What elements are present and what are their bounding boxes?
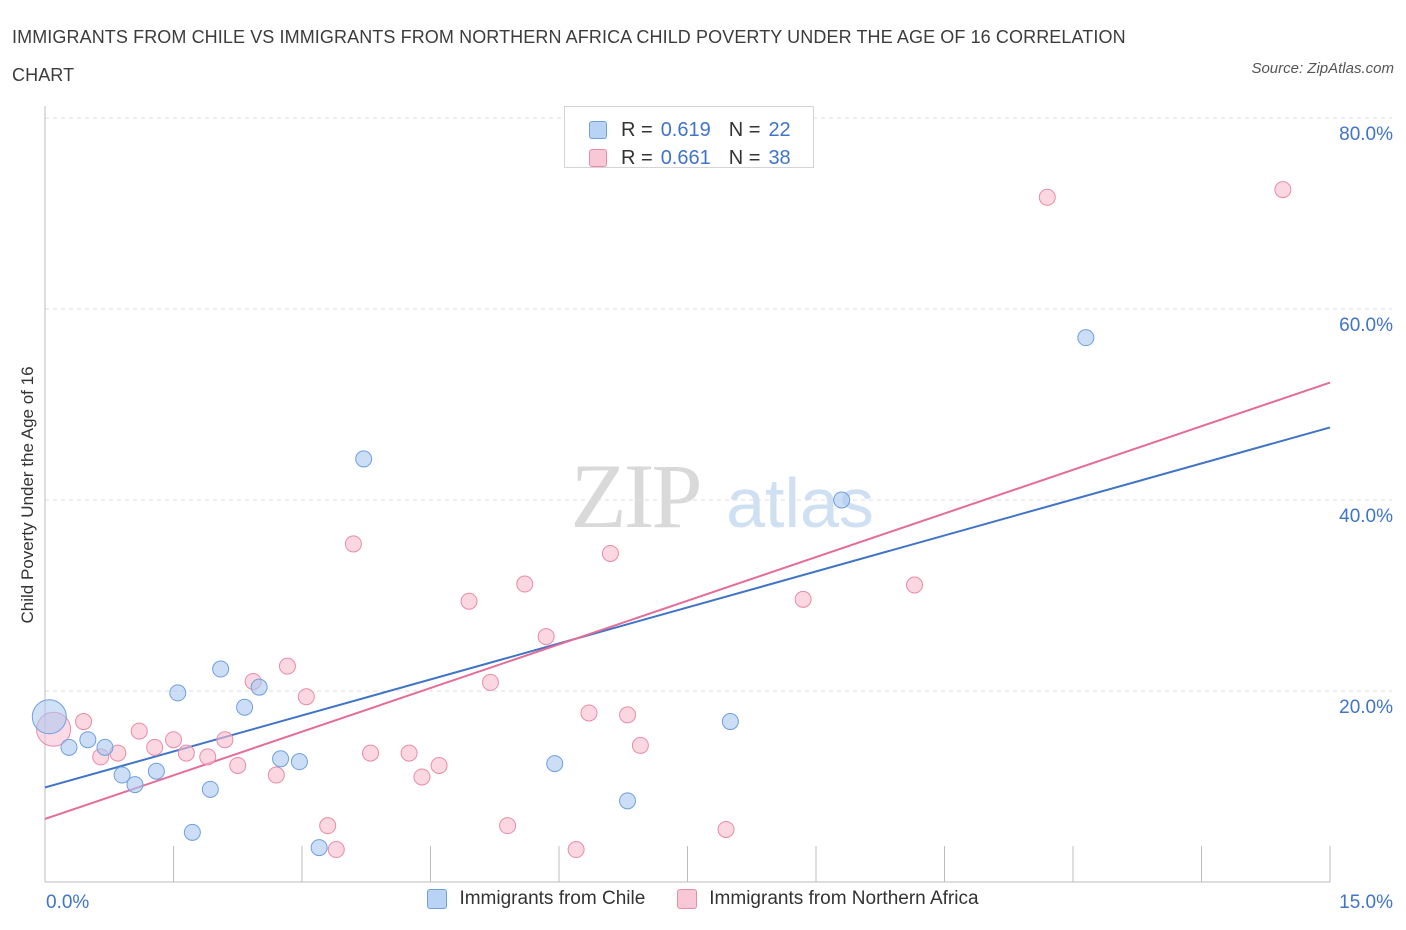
point-northern-africa — [631, 736, 649, 754]
axes — [44, 106, 1331, 883]
series-swatch-northern-africa — [677, 889, 698, 909]
point-chile — [147, 762, 165, 780]
point-northern-africa — [278, 657, 296, 675]
tick-labels: 20.0% 40.0% 60.0% 80.0% 0.0% 15.0% — [46, 124, 1393, 913]
point-chile — [96, 738, 114, 756]
grid — [45, 117, 1392, 692]
series-legend-chile[interactable]: Immigrants from Chile — [427, 888, 645, 910]
trend-lines — [44, 381, 1331, 820]
point-chile — [310, 839, 328, 857]
point-northern-africa — [400, 744, 418, 762]
point-northern-africa — [499, 817, 517, 835]
legend-n-value: 22 — [768, 118, 791, 141]
point-northern-africa — [481, 673, 499, 691]
point-northern-africa — [229, 756, 247, 774]
point-chile — [212, 660, 230, 678]
point-northern-africa — [601, 544, 619, 562]
legend-n-label: N = — [728, 146, 761, 169]
point-northern-africa — [567, 841, 585, 859]
point-northern-africa — [319, 817, 337, 835]
watermark-zip: ZIP — [571, 445, 700, 547]
point-northern-africa — [580, 704, 598, 722]
point-northern-africa — [362, 744, 380, 762]
point-chile — [113, 766, 131, 784]
point-northern-africa — [1274, 181, 1292, 199]
legend-r-value: 0.661 — [660, 146, 711, 169]
point-northern-africa — [516, 575, 534, 593]
trend-line-northern-africa — [44, 381, 1331, 820]
point-northern-africa — [216, 731, 234, 749]
point-northern-africa — [537, 628, 555, 646]
legend-r-label: R = — [621, 146, 653, 169]
point-chile — [236, 698, 254, 716]
point-chile — [290, 753, 308, 771]
legend-swatch-chile — [589, 121, 607, 139]
point-chile — [355, 450, 373, 468]
point-northern-africa — [344, 535, 362, 553]
chart-title: IMMIGRANTS FROM CHILE VS IMMIGRANTS FROM… — [12, 27, 1126, 85]
point-northern-africa — [75, 713, 93, 731]
x-tick-label: 15.0% — [1339, 892, 1393, 913]
series-legend: Immigrants from Chile Immigrants from No… — [0, 888, 1406, 910]
point-northern-africa — [177, 744, 195, 762]
point-chile — [79, 731, 97, 749]
point-northern-africa — [430, 756, 448, 774]
correlation-legend: R = 0.619 N = 22 R = 0.661 N = 38 — [564, 106, 814, 169]
point-northern-africa — [165, 731, 182, 749]
point-northern-africa — [906, 576, 924, 594]
point-chile — [833, 491, 851, 509]
point-chile — [201, 780, 219, 798]
point-northern-africa — [267, 766, 285, 784]
point-northern-africa — [130, 722, 148, 740]
point-chile — [1077, 329, 1095, 347]
point-chile — [250, 678, 268, 696]
watermark: ZIP atlas — [571, 445, 874, 547]
data-points — [31, 181, 1292, 859]
point-chile — [60, 738, 78, 756]
point-northern-africa — [413, 768, 431, 786]
point-chile — [619, 792, 637, 810]
point-chile — [31, 699, 67, 735]
watermark-atlas: atlas — [726, 464, 874, 542]
point-northern-africa — [297, 688, 315, 706]
point-northern-africa — [1038, 188, 1056, 206]
point-chile — [183, 823, 201, 841]
legend-n-label: N = — [728, 118, 761, 141]
point-chile — [169, 684, 187, 702]
legend-row-chile: R = 0.619 N = 22 — [589, 116, 791, 144]
series-label-northern-africa: Immigrants from Northern Africa — [709, 888, 979, 909]
source-label: Source: ZipAtlas.com — [1251, 60, 1394, 77]
legend-row-northern-africa: R = 0.661 N = 38 — [589, 144, 791, 172]
y-axis-label: Child Poverty Under the Age of 16 — [18, 366, 37, 624]
y-tick-label: 60.0% — [1339, 315, 1393, 336]
y-tick-label: 80.0% — [1339, 124, 1393, 145]
point-chile — [126, 776, 144, 794]
point-chile — [272, 750, 290, 768]
series-swatch-chile — [427, 889, 448, 909]
point-northern-africa — [199, 748, 217, 766]
point-northern-africa — [460, 592, 478, 610]
point-northern-africa — [327, 841, 345, 859]
point-northern-africa — [619, 706, 637, 724]
series-legend-northern-africa[interactable]: Immigrants from Northern Africa — [677, 888, 979, 910]
point-chile — [546, 755, 564, 773]
x-tick-label: 0.0% — [46, 892, 89, 913]
trend-line-chile — [44, 426, 1331, 789]
point-northern-africa — [146, 738, 164, 756]
series-label-chile: Immigrants from Chile — [459, 888, 646, 909]
y-tick-label: 20.0% — [1339, 697, 1393, 718]
legend-r-label: R = — [621, 118, 653, 141]
point-northern-africa — [794, 590, 812, 608]
point-northern-africa — [717, 820, 735, 838]
legend-n-value: 38 — [768, 146, 791, 169]
legend-r-value: 0.619 — [660, 118, 711, 141]
point-chile — [721, 713, 739, 731]
y-tick-label: 40.0% — [1339, 506, 1393, 527]
legend-swatch-northern-africa — [589, 149, 607, 167]
